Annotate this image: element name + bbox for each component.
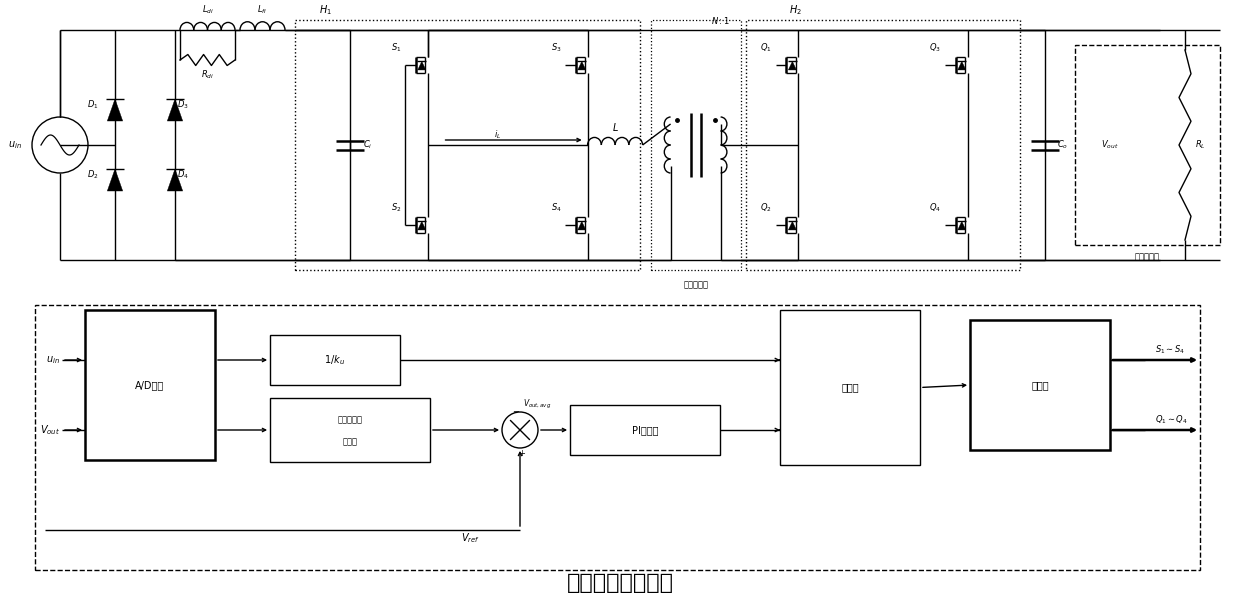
Text: $C_i$: $C_i$ [363, 139, 373, 151]
Text: $D_4$: $D_4$ [177, 169, 188, 182]
Bar [651, 20, 740, 270]
Text: 滤波器: 滤波器 [342, 437, 357, 446]
Polygon shape [167, 99, 182, 121]
Text: $+$: $+$ [518, 448, 526, 458]
Text: $i_L$: $i_L$ [494, 129, 501, 141]
Text: $S_1\sim S_4$: $S_1\sim S_4$ [1154, 344, 1185, 356]
Bar [1075, 45, 1220, 245]
Text: 二倍频脉动: 二倍频脉动 [337, 416, 362, 425]
Text: $Q_1$: $Q_1$ [760, 42, 771, 54]
Polygon shape [418, 221, 425, 230]
Polygon shape [789, 221, 796, 230]
Text: $L_{fi}$: $L_{fi}$ [258, 4, 268, 16]
Polygon shape [108, 99, 123, 121]
Text: 调制器: 调制器 [1032, 380, 1049, 390]
Text: 乘法器: 乘法器 [841, 382, 859, 393]
Bar [86, 310, 215, 460]
Text: 电阻型负载: 电阻型负载 [1135, 252, 1159, 261]
Text: $u_{in}$: $u_{in}$ [7, 139, 22, 151]
Text: $R_L$: $R_L$ [1194, 139, 1205, 151]
Text: A/D采样: A/D采样 [135, 380, 165, 390]
Text: $S_4$: $S_4$ [551, 201, 562, 214]
Polygon shape [108, 169, 123, 191]
Text: $S_3$: $S_3$ [551, 42, 562, 54]
Text: $-$: $-$ [512, 406, 520, 414]
Text: $D_3$: $D_3$ [177, 99, 188, 111]
Text: $Q_2$: $Q_2$ [760, 201, 771, 214]
Text: $L_{di}$: $L_{di}$ [202, 4, 213, 16]
Text: $u_{in}$: $u_{in}$ [46, 354, 60, 366]
Text: $V_{ref}$: $V_{ref}$ [460, 531, 480, 545]
Text: 直接电流控制系统: 直接电流控制系统 [567, 573, 673, 593]
Bar [270, 335, 401, 385]
Text: $Q_3$: $Q_3$ [930, 42, 941, 54]
Text: $S_1$: $S_1$ [391, 42, 402, 54]
Text: PI控制器: PI控制器 [631, 425, 658, 435]
Text: $R_{di}$: $R_{di}$ [201, 69, 215, 81]
Bar [35, 305, 1200, 570]
Polygon shape [957, 221, 966, 230]
Polygon shape [578, 221, 585, 230]
Text: $V_{out,avg}$: $V_{out,avg}$ [523, 397, 552, 411]
Text: $Q_4$: $Q_4$ [929, 201, 941, 214]
Polygon shape [418, 61, 425, 70]
Text: 高频变压器: 高频变压器 [683, 281, 708, 290]
Polygon shape [578, 61, 585, 70]
Text: $V_{out}$: $V_{out}$ [1101, 139, 1118, 151]
Bar [570, 405, 720, 455]
Text: $C_o$: $C_o$ [1058, 139, 1069, 151]
Text: $D_2$: $D_2$ [87, 169, 99, 182]
Polygon shape [957, 61, 966, 70]
Text: $V_{out}$: $V_{out}$ [40, 423, 60, 437]
Bar [295, 20, 640, 270]
Polygon shape [789, 61, 796, 70]
Bar [780, 310, 920, 465]
Text: $H_2$: $H_2$ [789, 3, 802, 17]
Text: $D_1$: $D_1$ [87, 99, 99, 111]
Bar [745, 20, 1021, 270]
Text: $H_1$: $H_1$ [319, 3, 331, 17]
Text: $S_2$: $S_2$ [391, 201, 402, 214]
Bar [970, 320, 1110, 450]
Polygon shape [167, 169, 182, 191]
Text: $N:1$: $N:1$ [712, 15, 730, 25]
Text: $1/k_u$: $1/k_u$ [325, 353, 346, 367]
Text: $Q_1\sim Q_4$: $Q_1\sim Q_4$ [1154, 414, 1188, 427]
Text: $L$: $L$ [611, 121, 619, 133]
Bar [270, 398, 430, 462]
